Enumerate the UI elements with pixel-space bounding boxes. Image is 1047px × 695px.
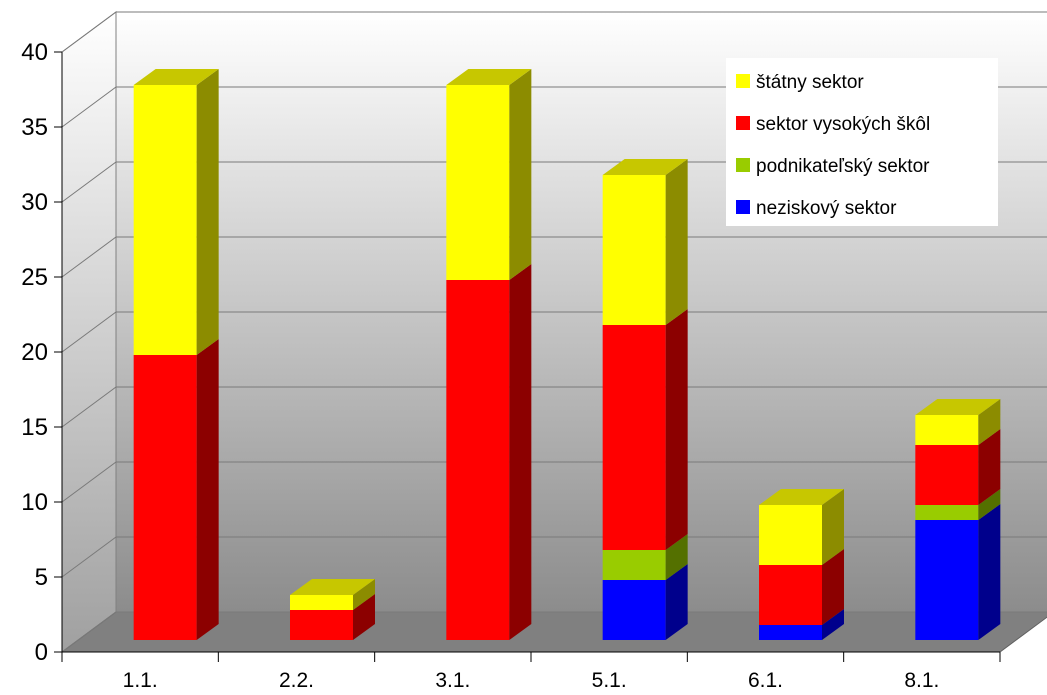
legend-item: neziskový sektor bbox=[736, 198, 897, 219]
gridline bbox=[61, 386, 1047, 428]
legend-label: podnikateľský sektor bbox=[756, 156, 930, 177]
bar-front bbox=[602, 550, 666, 580]
y-tick-label: 10 bbox=[21, 489, 48, 516]
y-tick-label: 5 bbox=[35, 564, 48, 591]
bar-front bbox=[915, 415, 979, 445]
bar-side bbox=[978, 489, 1001, 520]
y-tick-label: 15 bbox=[21, 414, 48, 441]
legend-swatch bbox=[736, 200, 750, 214]
legend-swatch bbox=[736, 116, 750, 130]
x-tick-label: 1.1. bbox=[123, 669, 158, 692]
gridlines bbox=[61, 11, 1047, 653]
bar-side bbox=[978, 429, 1001, 505]
bar-side bbox=[822, 609, 844, 640]
legend-swatch bbox=[736, 158, 750, 172]
bar-segment bbox=[446, 264, 532, 640]
bar-segment bbox=[133, 339, 219, 640]
bar-side bbox=[822, 489, 844, 565]
bar-side bbox=[978, 399, 1001, 445]
bars bbox=[133, 69, 1001, 640]
bar-segment bbox=[602, 159, 688, 325]
legend-item: sektor vysokých škôl bbox=[736, 114, 930, 135]
bar-top bbox=[759, 489, 844, 505]
bar-front bbox=[290, 595, 353, 610]
bar-front bbox=[446, 280, 510, 640]
bar-top bbox=[602, 159, 688, 175]
legend-swatch bbox=[736, 74, 750, 88]
bar-front bbox=[133, 85, 197, 355]
bar-front bbox=[133, 355, 197, 640]
y-tick-label: 0 bbox=[35, 639, 48, 666]
y-tick-label: 20 bbox=[21, 339, 48, 366]
legend-box bbox=[726, 58, 998, 226]
bar-segment bbox=[290, 579, 375, 610]
x-tick-label: 8.1. bbox=[904, 669, 939, 692]
legend-item: štátny sektor bbox=[736, 72, 864, 93]
y-tick-label: 30 bbox=[21, 189, 48, 216]
gridline bbox=[61, 611, 1047, 653]
y-tick-label: 35 bbox=[21, 114, 48, 141]
bar-front bbox=[759, 625, 822, 640]
bar-side bbox=[509, 264, 532, 640]
bar-side bbox=[665, 309, 688, 550]
bar-front bbox=[915, 520, 979, 640]
axes: 0 5 10 15 20 25 30 35 40 1.1. 2.2. 3.1. 5.1. 6.1. 8.1. bbox=[21, 39, 1001, 692]
bar-segment bbox=[759, 549, 844, 625]
bar-top bbox=[446, 69, 532, 85]
bar-front bbox=[602, 325, 666, 550]
bar-segment bbox=[759, 609, 844, 640]
y-tick-label: 40 bbox=[21, 39, 48, 66]
gridline bbox=[61, 536, 1047, 578]
bar-segment bbox=[915, 429, 1001, 505]
bar-front bbox=[915, 445, 979, 505]
x-tick-label: 5.1. bbox=[592, 669, 627, 692]
legend-label: neziskový sektor bbox=[756, 198, 897, 219]
legend-item: podnikateľský sektor bbox=[736, 156, 930, 177]
bar-side bbox=[509, 69, 532, 280]
legend-label: štátny sektor bbox=[756, 72, 864, 93]
bar-front bbox=[446, 85, 510, 280]
bar-segment bbox=[290, 594, 375, 640]
bar-side bbox=[665, 564, 688, 640]
bar-side bbox=[665, 534, 688, 580]
gridline bbox=[61, 236, 1047, 278]
x-tick-label: 2.2. bbox=[279, 669, 314, 692]
bar-segment bbox=[602, 564, 688, 640]
bar-front bbox=[759, 505, 822, 565]
bar-front bbox=[290, 610, 353, 640]
bar-side bbox=[822, 549, 844, 625]
legend-label: sektor vysokých škôl bbox=[756, 114, 930, 135]
bar-front bbox=[602, 175, 666, 325]
x-tick-label: 6.1. bbox=[748, 669, 783, 692]
y-tick-label: 25 bbox=[21, 264, 48, 291]
bar-top bbox=[133, 69, 219, 85]
x-tick-label: 3.1. bbox=[435, 669, 470, 692]
bar-segment bbox=[915, 504, 1001, 640]
bar-side bbox=[353, 594, 375, 640]
bar-side bbox=[196, 69, 219, 355]
gridline bbox=[61, 311, 1047, 353]
legend: štátny sektor sektor vysokých škôl podnika… bbox=[726, 58, 998, 226]
bar-side bbox=[196, 339, 219, 640]
gridline bbox=[61, 461, 1047, 503]
bar-segment bbox=[915, 399, 1001, 445]
bar-front bbox=[602, 580, 666, 640]
bar-front bbox=[759, 565, 822, 625]
bar-segment bbox=[602, 309, 688, 550]
bar-segment bbox=[759, 489, 844, 565]
bar-side bbox=[665, 159, 688, 325]
bar-segment bbox=[133, 69, 219, 355]
bar-top bbox=[290, 579, 375, 595]
bar-side bbox=[353, 579, 375, 610]
bar-segment bbox=[446, 69, 532, 280]
bar-side bbox=[978, 504, 1001, 640]
bar-segment bbox=[915, 489, 1001, 520]
bar-front bbox=[915, 505, 979, 520]
bar-segment bbox=[602, 534, 688, 580]
bar-top bbox=[915, 399, 1001, 415]
gridline bbox=[61, 11, 1047, 53]
